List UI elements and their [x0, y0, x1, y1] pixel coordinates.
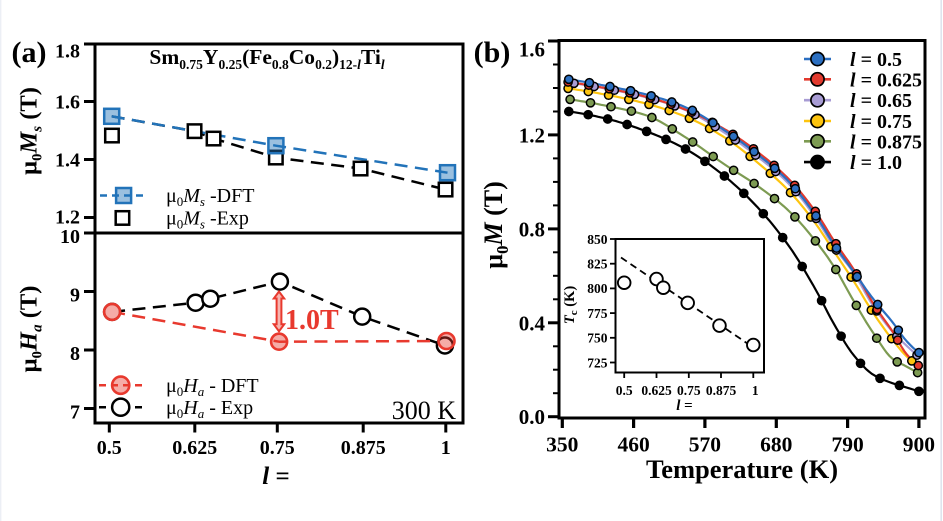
svg-text:300 K: 300 K	[392, 396, 457, 425]
svg-text:μ0M (T): μ0M (T)	[479, 181, 512, 269]
svg-text:1.0T: 1.0T	[285, 305, 339, 336]
svg-text:(a): (a)	[12, 36, 47, 69]
svg-text:1.6: 1.6	[55, 92, 80, 114]
svg-text:680: 680	[760, 433, 792, 457]
svg-text:8: 8	[70, 343, 80, 365]
svg-text:(b): (b)	[474, 36, 511, 69]
svg-text:0.625: 0.625	[641, 383, 672, 398]
svg-text:μ0Ms -Exp: μ0Ms -Exp	[166, 208, 249, 232]
svg-text:7: 7	[70, 402, 80, 424]
svg-text:9: 9	[70, 285, 80, 307]
svg-text:775: 775	[587, 306, 608, 321]
svg-text:350: 350	[546, 433, 578, 457]
svg-text:1.4: 1.4	[55, 150, 80, 172]
svg-text:825: 825	[587, 257, 608, 272]
svg-text:1.8: 1.8	[55, 41, 80, 63]
svg-text:750: 750	[587, 331, 608, 346]
svg-text:0.75: 0.75	[677, 383, 701, 398]
svg-text:l = 0.875: l = 0.875	[850, 131, 922, 153]
svg-text:1.2: 1.2	[519, 123, 545, 147]
svg-text:1.2: 1.2	[55, 207, 80, 229]
svg-text:1: 1	[752, 383, 759, 398]
svg-text:0.0: 0.0	[519, 405, 545, 429]
svg-text:l = 0.65: l = 0.65	[850, 90, 912, 112]
svg-text:1.6: 1.6	[519, 38, 545, 62]
svg-text:0.5: 0.5	[97, 437, 122, 459]
svg-text:0.875: 0.875	[706, 383, 737, 398]
svg-text:l = 1.0: l = 1.0	[850, 152, 902, 174]
svg-text:l =: l =	[262, 463, 289, 490]
svg-text:1: 1	[441, 437, 451, 459]
svg-text:900: 900	[903, 433, 935, 457]
svg-text:l =: l =	[676, 398, 692, 414]
svg-text:l = 0.75: l = 0.75	[850, 111, 912, 133]
svg-text:Temperature (K): Temperature (K)	[646, 454, 838, 484]
svg-text:l = 0.5: l = 0.5	[850, 49, 902, 71]
svg-text:0.875: 0.875	[341, 437, 386, 459]
svg-text:0.625: 0.625	[172, 437, 217, 459]
svg-text:l = 0.625: l = 0.625	[850, 69, 922, 91]
svg-text:0.5: 0.5	[616, 383, 633, 398]
svg-text:Tc (K): Tc (K)	[562, 286, 580, 324]
svg-text:10: 10	[60, 226, 80, 248]
svg-text:800: 800	[587, 281, 608, 296]
svg-text:460: 460	[617, 433, 649, 457]
svg-text:0.4: 0.4	[519, 311, 546, 335]
svg-text:570: 570	[689, 433, 721, 457]
svg-text:0.8: 0.8	[519, 217, 545, 241]
svg-text:850: 850	[587, 232, 608, 247]
svg-text:0.75: 0.75	[260, 437, 295, 459]
svg-text:725: 725	[587, 355, 608, 370]
svg-text:790: 790	[831, 433, 863, 457]
